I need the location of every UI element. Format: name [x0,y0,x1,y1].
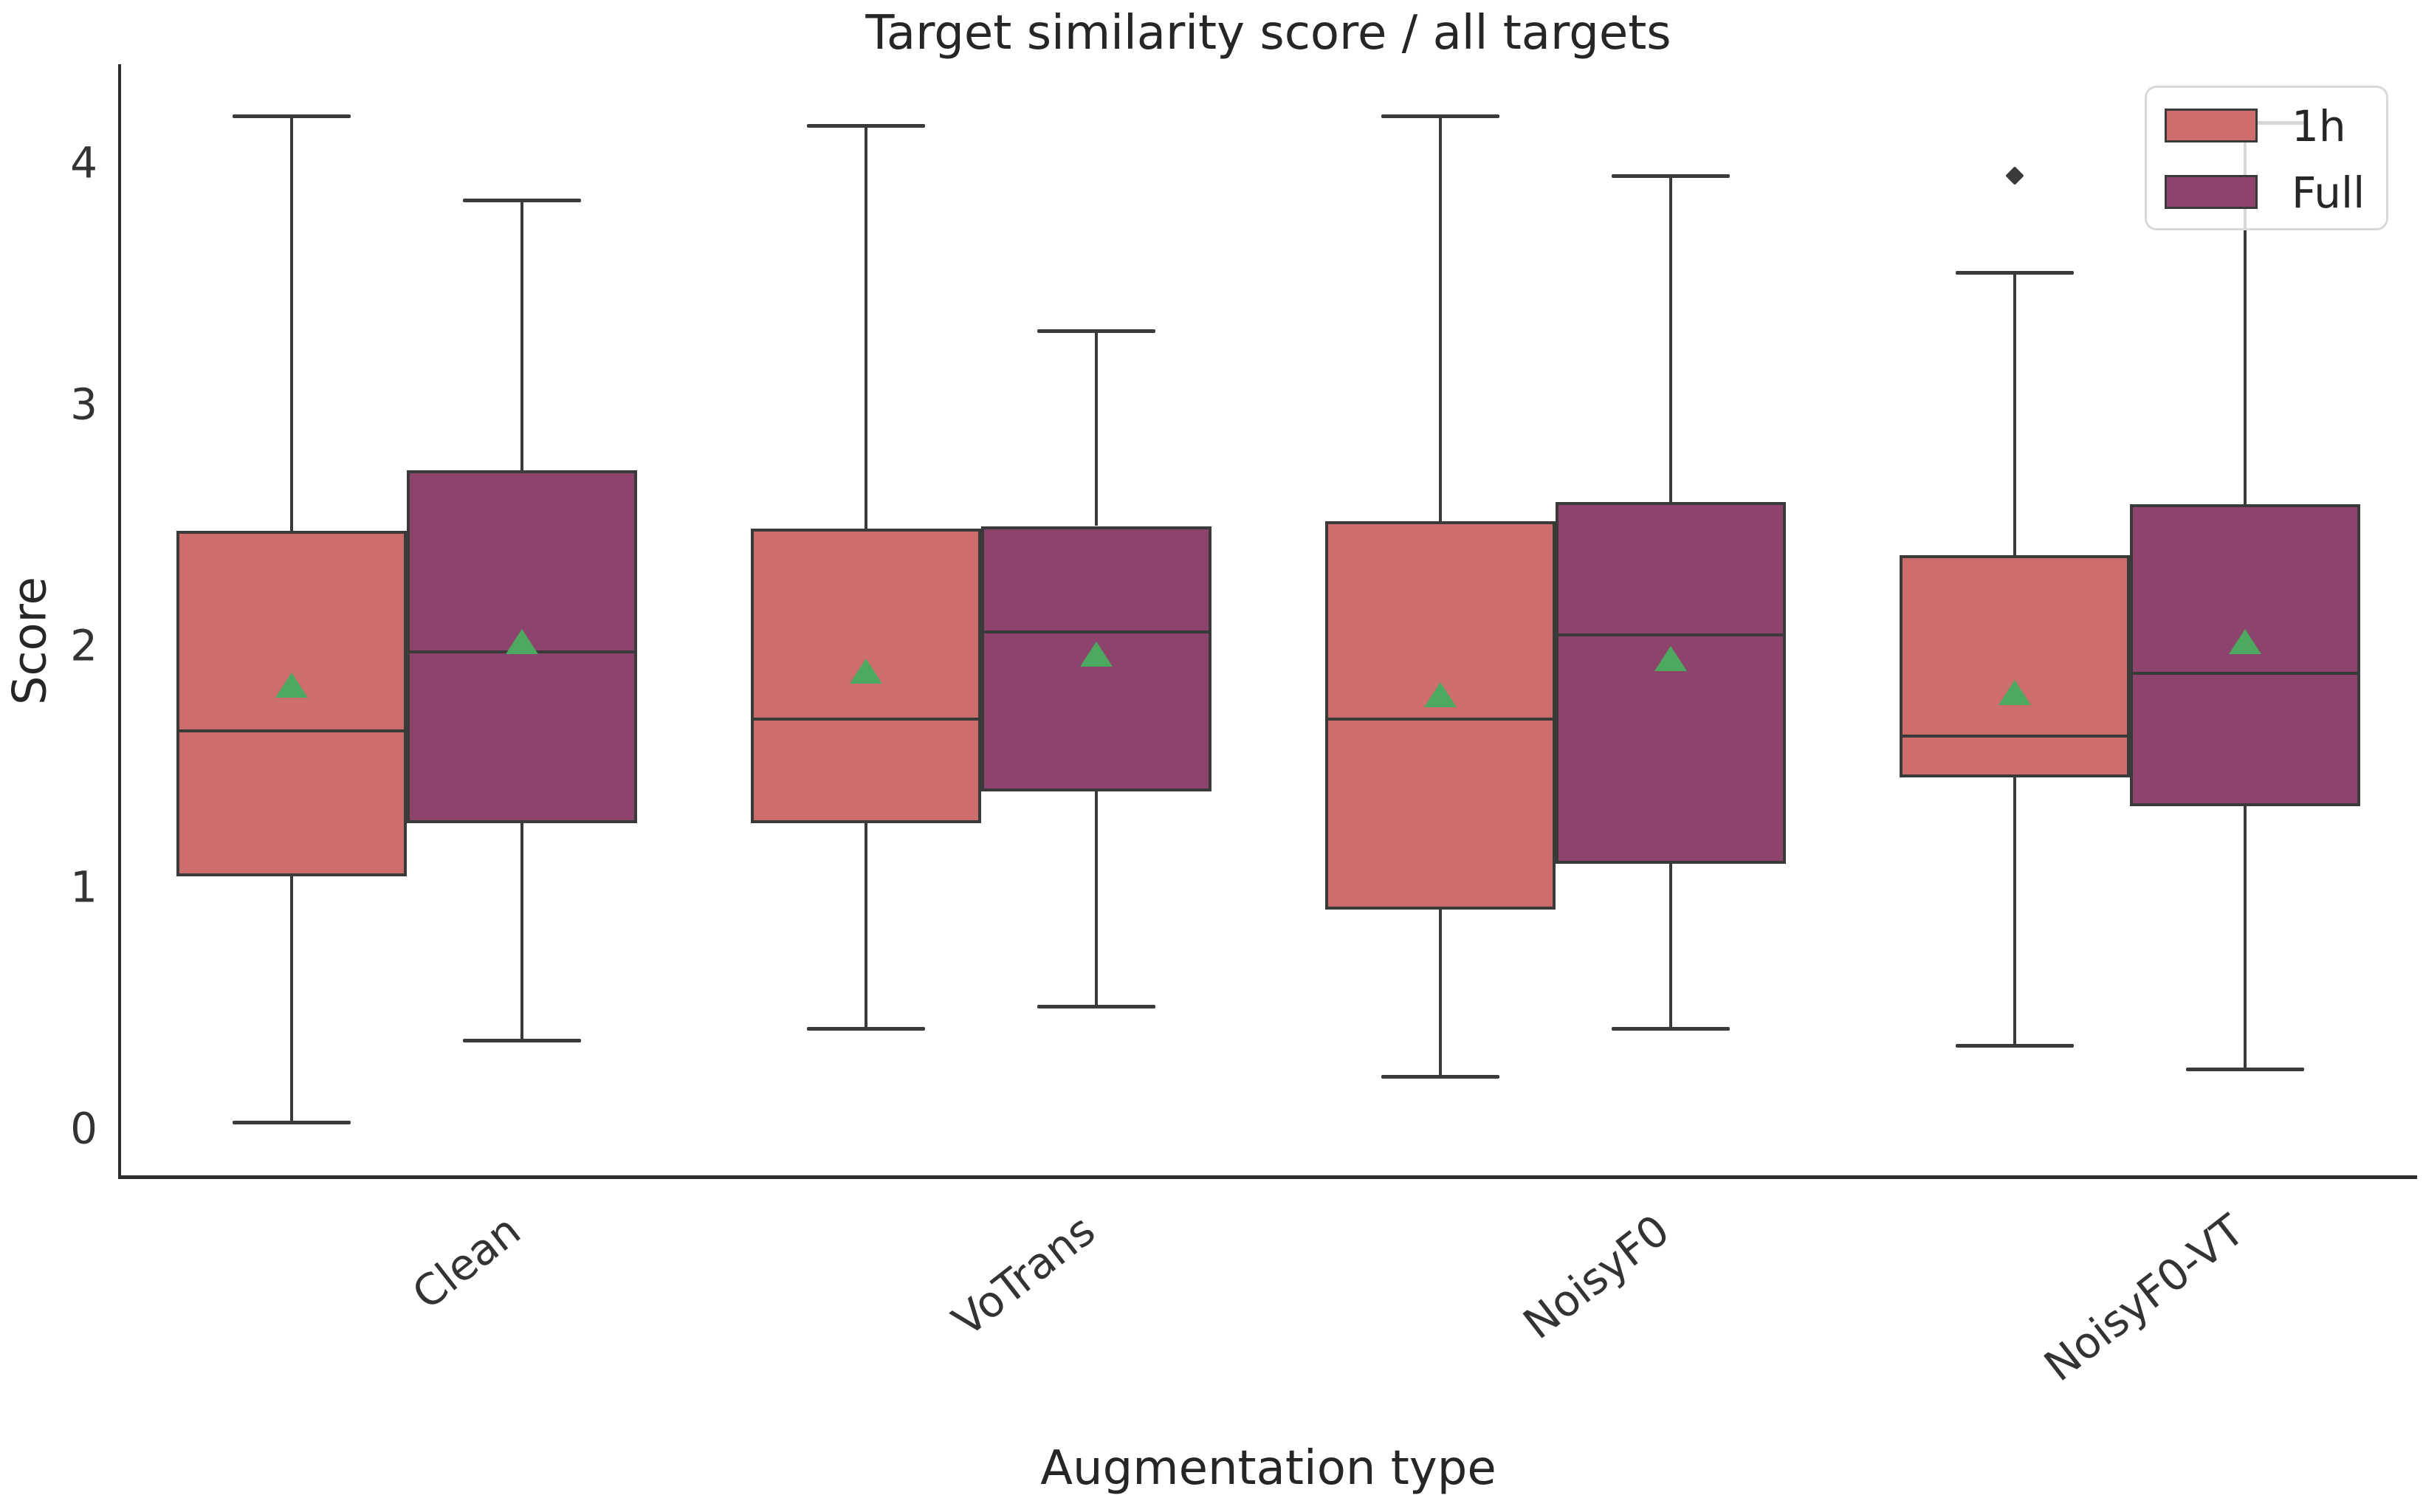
whisker-cap-top-full-clean [463,199,581,203]
mean-marker-full-clean [506,629,538,655]
x-tick-label-clean: Clean [403,1205,530,1319]
whisker-upper-full-clean [520,200,523,471]
whisker-lower-1h-noisyf0-vt [2013,777,2016,1045]
whisker-cap-bottom-full-votrans [1037,1005,1155,1009]
box-1h-noisyf0 [1325,520,1556,910]
median-line-full-votrans [984,630,1209,634]
legend-label-full: Full [2292,168,2365,218]
whisker-cap-bottom-full-clean [463,1039,581,1042]
whisker-lower-full-votrans [1095,791,1098,1007]
median-line-1h-noisyf0 [1328,718,1553,721]
median-line-full-noisyf0-vt [2133,671,2357,675]
whisker-cap-bottom-1h-noisyf0-vt [1956,1043,2074,1048]
left-spine [118,64,121,1179]
median-line-1h-clean [179,729,404,733]
whisker-upper-full-votrans [1095,330,1098,526]
y-tick-label-2: 2 [70,620,97,671]
box-full-noisyf0-vt [2130,504,2360,806]
whisker-lower-full-clean [520,822,523,1040]
box-1h-clean [176,531,407,876]
whisker-cap-bottom-1h-noisyf0 [1381,1075,1499,1079]
mean-marker-1h-noisyf0 [1424,682,1457,708]
mean-marker-1h-noisyf0-vt [1998,680,2031,706]
x-axis-label: Augmentation type [1040,1441,1496,1496]
legend-swatch-full [2165,175,2258,209]
whisker-lower-1h-clean [290,876,293,1123]
whisker-cap-bottom-1h-clean [233,1121,351,1125]
legend-label-1h: 1h [2292,101,2346,151]
y-tick-label-1: 1 [70,862,97,913]
whisker-lower-full-noisyf0 [1669,864,1672,1028]
whisker-upper-full-noisyf0-vt [2244,123,2247,505]
y-tick-label-0: 0 [70,1103,97,1154]
whisker-lower-1h-noisyf0 [1439,910,1442,1077]
chart-title: Target similarity score / all targets [865,6,1671,61]
whisker-upper-1h-noisyf0-vt [2013,272,2016,555]
whisker-cap-top-full-noisyf0 [1612,174,1730,179]
legend: 1h Full [2145,86,2388,230]
whisker-cap-top-1h-noisyf0 [1381,114,1499,118]
whisker-cap-top-1h-noisyf0-vt [1956,271,2074,275]
whisker-lower-full-noisyf0-vt [2244,805,2247,1070]
whisker-cap-top-1h-clean [233,114,351,118]
whisker-cap-bottom-full-noisyf0 [1612,1026,1730,1031]
whisker-lower-1h-votrans [865,822,867,1028]
whisker-upper-1h-clean [290,115,293,532]
x-tick-label-noisyf0: NoisyF0 [1513,1205,1679,1350]
whisker-cap-bottom-full-noisyf0-vt [2186,1068,2304,1072]
x-tick-label-votrans: VoTrans [943,1205,1104,1347]
whisker-upper-1h-noisyf0 [1439,115,1442,521]
bottom-spine [118,1175,2417,1179]
outlier-marker-1h-noisyf0-vt-0 [2005,166,2024,186]
whisker-upper-1h-votrans [865,125,867,529]
whisker-cap-bottom-1h-votrans [807,1026,925,1031]
y-tick-label-3: 3 [70,379,97,430]
whisker-cap-top-1h-votrans [807,123,925,128]
mean-marker-full-votrans [1080,641,1113,667]
median-line-1h-votrans [754,718,978,721]
whisker-cap-top-full-votrans [1037,329,1155,333]
median-line-1h-noisyf0-vt [1903,734,2127,738]
x-tick-label-noisyf0-vt: NoisyF0-VT [2034,1205,2253,1392]
box-1h-noisyf0-vt [1900,554,2130,777]
mean-marker-1h-clean [275,673,308,698]
legend-swatch-1h [2165,109,2258,142]
mean-marker-full-noisyf0-vt [2229,629,2261,655]
box-full-noisyf0 [1556,501,1786,865]
y-tick-label-4: 4 [70,137,97,188]
whisker-upper-full-noisyf0 [1669,176,1672,502]
mean-marker-1h-votrans [850,658,882,684]
mean-marker-full-noisyf0 [1654,646,1687,672]
median-line-full-noisyf0 [1558,633,1783,636]
